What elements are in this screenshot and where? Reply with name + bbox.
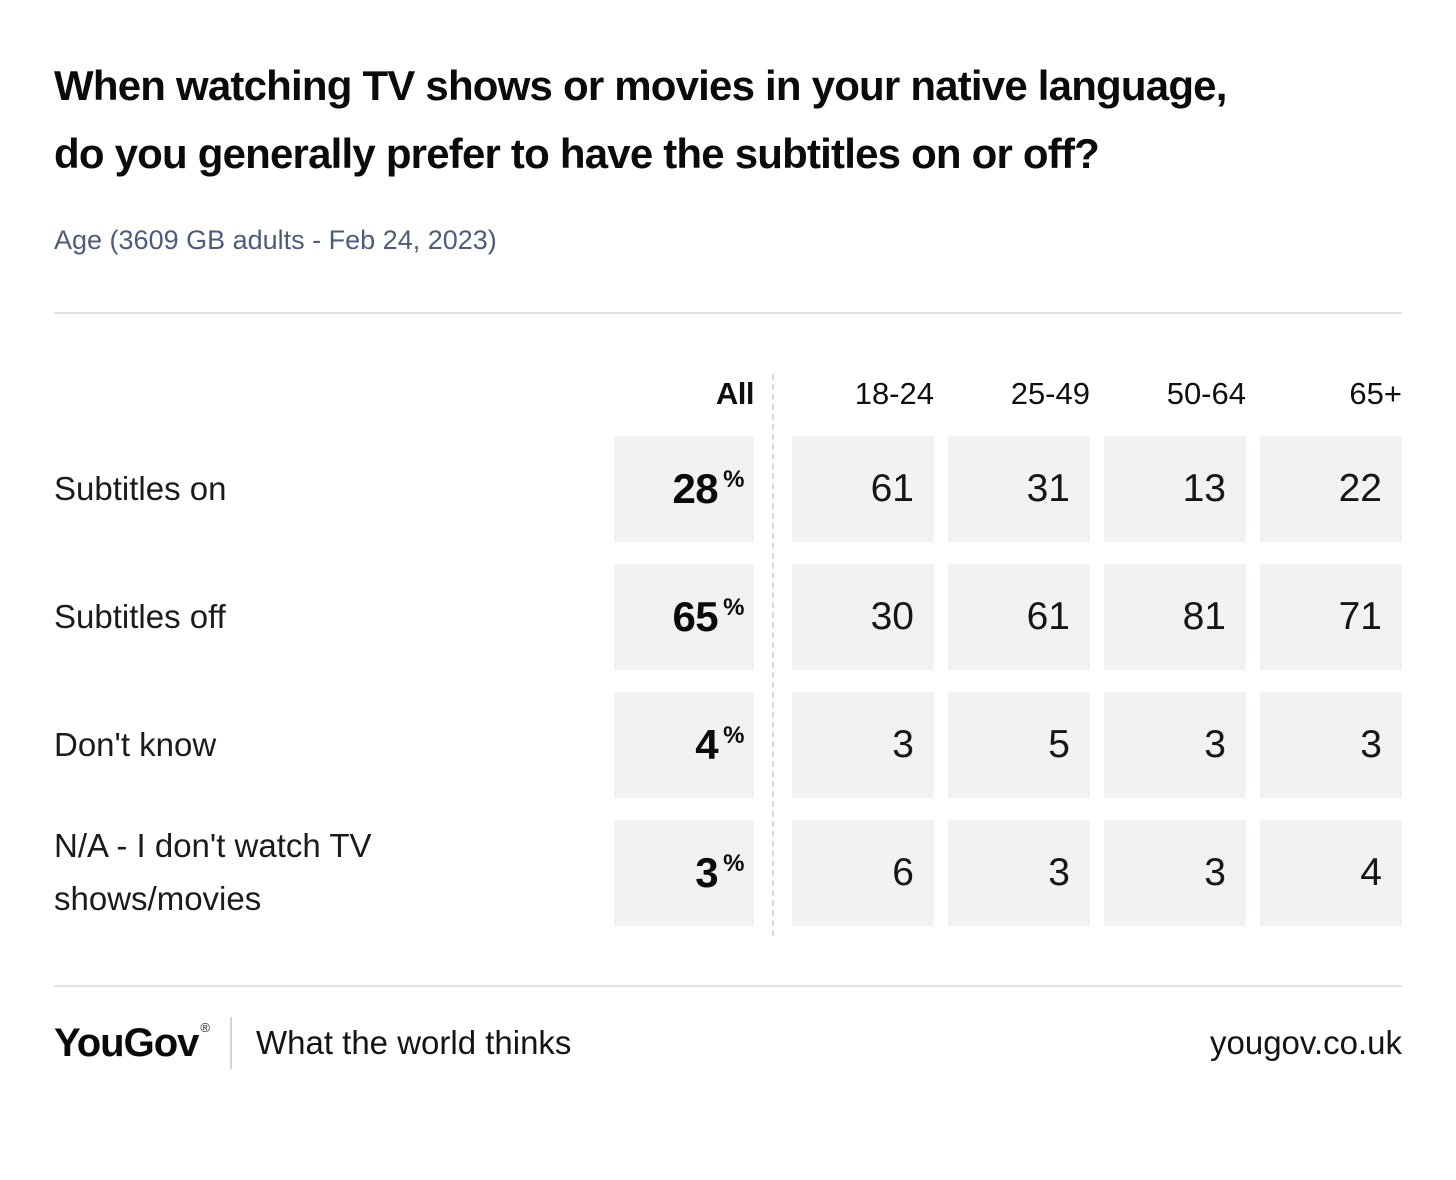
footer-url: yougov.co.uk xyxy=(1209,1024,1402,1061)
footer-tagline: What the world thinks xyxy=(255,1024,572,1061)
footer-divider xyxy=(229,1017,232,1069)
stat-cell: 13 xyxy=(1104,436,1246,542)
percent-sign: % xyxy=(723,466,744,493)
column-header-65plus: 65+ xyxy=(1349,376,1402,411)
stat-cell: 3 xyxy=(1104,820,1246,926)
footer: YouGov ® What the world thinks yougov.co… xyxy=(54,1015,1402,1071)
stat-cell: 81 xyxy=(1104,564,1246,670)
stat-cell-all: 28% xyxy=(614,436,754,542)
registered-trademark-icon: ® xyxy=(200,1019,210,1035)
percent-sign: % xyxy=(723,594,744,621)
yougov-logo: YouGov xyxy=(54,1021,199,1065)
table-row: N/A - I don't watch TV shows/movies 3% 6… xyxy=(54,820,1402,926)
row-label: Subtitles off xyxy=(54,597,226,635)
column-header-50-64: 50-64 xyxy=(1166,376,1246,411)
results-table: All 18-24 25-49 50-64 65+ Subtitles on 2… xyxy=(54,374,1402,936)
stat-cell-all: 65% xyxy=(614,564,754,670)
stat-cell-all: 4% xyxy=(614,692,754,798)
stat-cell: 6 xyxy=(792,820,934,926)
percent-sign: % xyxy=(723,722,744,749)
stat-cell: 3 xyxy=(792,692,934,798)
table-row: Subtitles off 65% 30 61 81 71 xyxy=(54,564,1402,670)
bottom-divider xyxy=(54,985,1402,987)
stat-cell: 61 xyxy=(948,564,1090,670)
stat-cell: 22 xyxy=(1260,436,1402,542)
top-divider xyxy=(54,312,1402,314)
column-header-18-24: 18-24 xyxy=(854,376,934,411)
table-row: Subtitles on 28% 61 31 13 22 xyxy=(54,436,1402,542)
stat-cell: 5 xyxy=(948,692,1090,798)
stat-cell: 31 xyxy=(948,436,1090,542)
stat-cell: 3 xyxy=(948,820,1090,926)
column-header-25-49: 25-49 xyxy=(1010,376,1090,411)
row-label: N/A - I don't watch TV shows/movies xyxy=(54,827,372,917)
column-header-all: All xyxy=(715,376,755,411)
stat-cell: 71 xyxy=(1260,564,1402,670)
survey-subtitle: Age (3609 GB adults - Feb 24, 2023) xyxy=(54,225,497,255)
all-vs-ages-dashed-divider xyxy=(772,374,774,936)
row-label: Subtitles on xyxy=(54,469,227,507)
page-title: When watching TV shows or movies in your… xyxy=(54,62,1227,177)
table-header-row: All 18-24 25-49 50-64 65+ xyxy=(54,374,1402,414)
page: When watching TV shows or movies in your… xyxy=(0,52,1456,1180)
stat-cell: 61 xyxy=(792,436,934,542)
stat-cell-all: 3% xyxy=(614,820,754,926)
table-row: Don't know 4% 3 5 3 3 xyxy=(54,692,1402,798)
stat-cell: 4 xyxy=(1260,820,1402,926)
column-header-spacer xyxy=(54,374,600,414)
stat-cell: 3 xyxy=(1260,692,1402,798)
stat-cell: 3 xyxy=(1104,692,1246,798)
row-label: Don't know xyxy=(54,725,217,763)
percent-sign: % xyxy=(723,850,744,877)
stat-cell: 30 xyxy=(792,564,934,670)
